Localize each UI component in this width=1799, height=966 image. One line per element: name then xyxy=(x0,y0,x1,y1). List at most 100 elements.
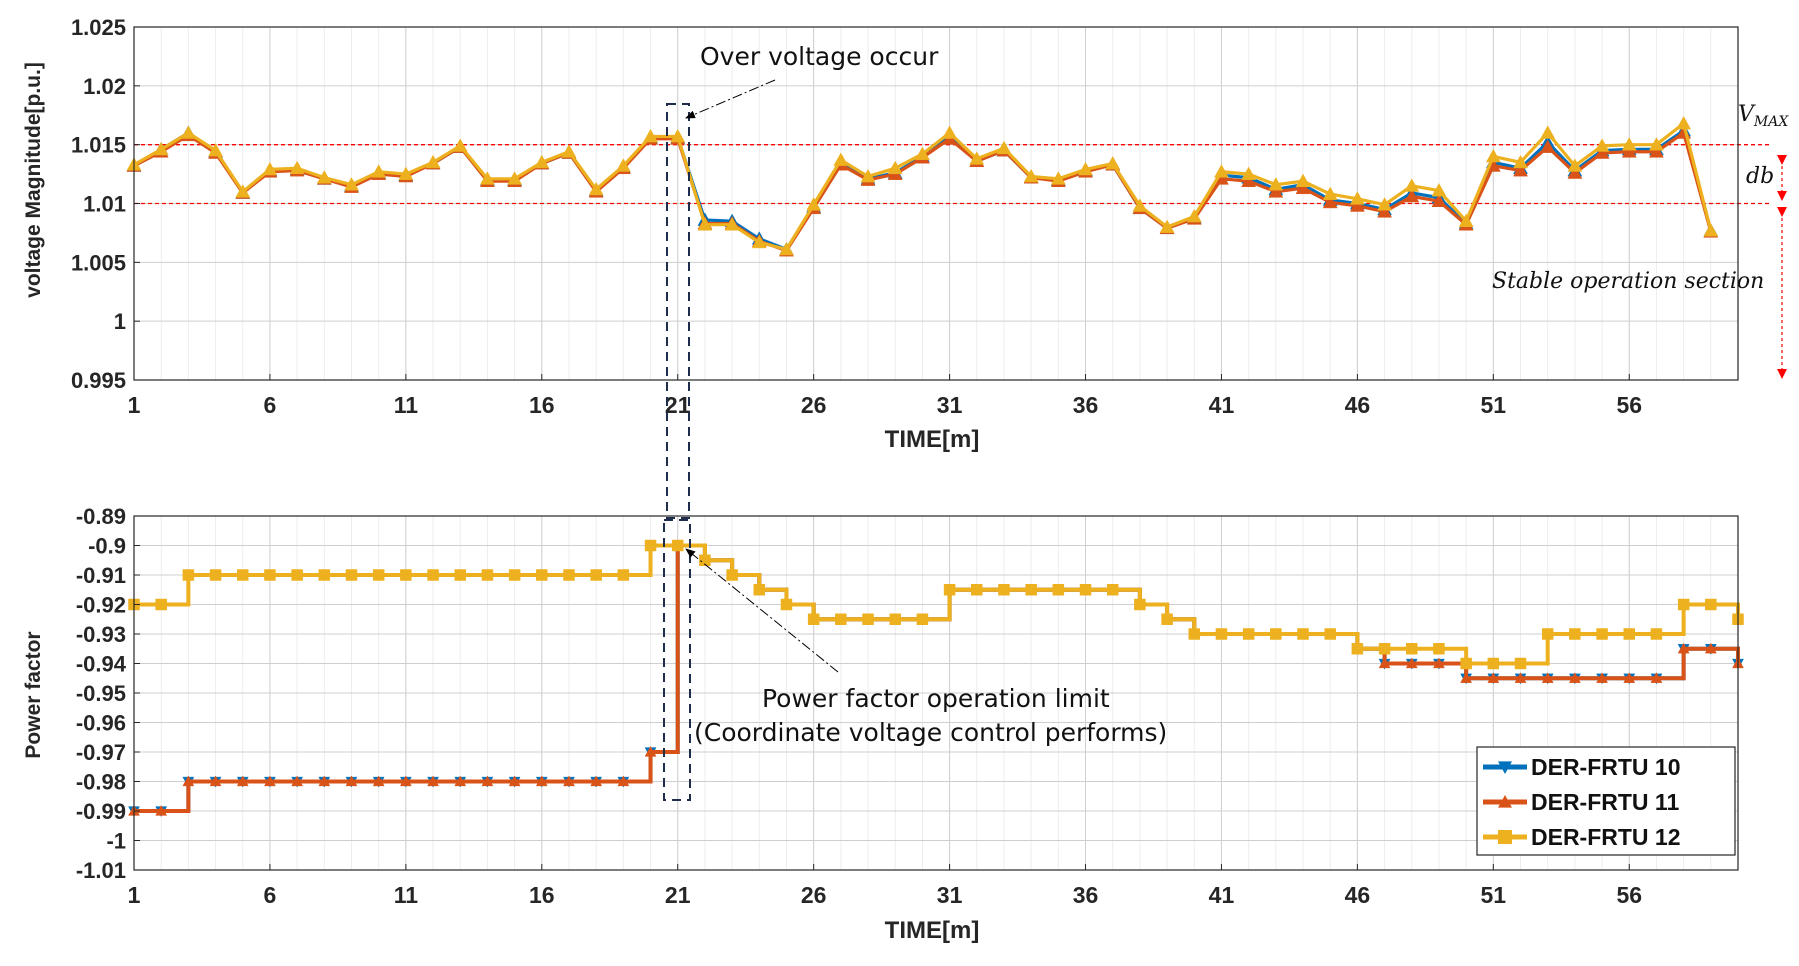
data-point xyxy=(400,569,412,581)
data-point xyxy=(1594,145,1610,159)
y-tick-label: 1.01 xyxy=(83,192,126,217)
data-point xyxy=(644,745,657,757)
y-tick-label: -1 xyxy=(106,829,126,854)
data-point xyxy=(1677,598,1690,611)
data-point xyxy=(1433,643,1445,655)
data-point xyxy=(1050,171,1066,185)
data-point xyxy=(1460,657,1472,670)
data-point xyxy=(1297,628,1309,640)
data-point xyxy=(1378,643,1391,655)
data-point xyxy=(726,569,738,581)
data-point xyxy=(670,128,686,143)
x-tick-label: 56 xyxy=(1616,882,1642,908)
data-point xyxy=(508,569,521,581)
data-point xyxy=(998,584,1010,596)
data-point xyxy=(887,160,903,175)
data-point xyxy=(399,775,412,787)
data-point xyxy=(996,140,1012,155)
data-point xyxy=(1567,158,1583,172)
y-tick-label: -0.97 xyxy=(76,740,126,765)
data-point xyxy=(1404,178,1420,192)
legend-swatch-marker xyxy=(1498,795,1512,808)
x-tick-label: 36 xyxy=(1073,882,1099,908)
data-point xyxy=(1487,657,1500,670)
series-3 xyxy=(126,115,1719,256)
data-point xyxy=(862,613,874,625)
data-point xyxy=(1677,642,1690,654)
x-tick-label: 41 xyxy=(1209,882,1235,908)
data-point xyxy=(262,161,278,176)
data-point xyxy=(155,598,167,611)
over-voltage-annotation: Over voltage occur xyxy=(700,42,939,71)
y-tick-label: 1.015 xyxy=(71,133,126,158)
data-point xyxy=(182,569,195,581)
data-point xyxy=(153,141,169,156)
data-point xyxy=(1649,144,1664,158)
x-tick-label: 46 xyxy=(1345,392,1371,418)
data-point xyxy=(264,775,276,787)
data-point xyxy=(1514,672,1527,683)
voltage-y-axis-label: voltage Magnitude[p.u.] xyxy=(22,62,45,298)
y-tick-label: -0.91 xyxy=(76,563,126,588)
data-point xyxy=(1650,628,1663,640)
y-tick-label: -0.99 xyxy=(76,799,126,824)
data-point xyxy=(617,569,630,581)
x-tick-label: 16 xyxy=(529,882,555,908)
data-point xyxy=(1485,148,1501,163)
data-point xyxy=(479,171,495,185)
data-point xyxy=(235,184,251,198)
legend-label: DER-FRTU 12 xyxy=(1531,824,1681,850)
data-point xyxy=(1623,628,1635,640)
data-point xyxy=(1405,657,1418,669)
data-point xyxy=(860,168,876,183)
data-point xyxy=(1704,642,1717,654)
pf-limit-arrow xyxy=(685,548,839,673)
y-tick-label: -0.96 xyxy=(76,711,126,736)
data-point xyxy=(1541,628,1554,640)
data-point xyxy=(1322,194,1338,209)
series-line xyxy=(134,543,1740,666)
data-point xyxy=(1568,672,1581,683)
y-tick-label: -0.94 xyxy=(76,652,127,677)
data-point xyxy=(1378,657,1391,669)
data-point xyxy=(753,584,766,596)
data-point xyxy=(914,146,930,160)
data-point xyxy=(180,125,196,139)
data-point xyxy=(699,554,711,566)
series-3 xyxy=(128,539,1744,670)
data-point xyxy=(155,804,168,816)
x-tick-label: 56 xyxy=(1616,392,1642,418)
data-point xyxy=(1295,180,1311,195)
y-tick-label: 1.02 xyxy=(83,74,126,99)
data-point xyxy=(1621,137,1637,151)
data-point xyxy=(1295,173,1311,187)
data-point xyxy=(1215,628,1228,640)
data-point xyxy=(291,775,304,787)
data-point xyxy=(590,569,602,581)
data-point xyxy=(1079,584,1092,596)
y-tick-label: -0.9 xyxy=(88,534,126,559)
data-point xyxy=(452,138,468,152)
data-point xyxy=(344,177,359,191)
data-point xyxy=(1134,598,1146,611)
power-factor-y-axis-label: Power factor xyxy=(22,631,45,758)
data-point xyxy=(289,160,305,175)
data-point xyxy=(318,569,331,581)
data-point xyxy=(208,143,223,157)
data-point xyxy=(1242,628,1255,640)
data-point xyxy=(644,539,657,552)
y-tick-label: -0.93 xyxy=(76,622,126,647)
data-point xyxy=(345,569,358,581)
data-point xyxy=(1513,163,1528,177)
data-point xyxy=(182,775,195,787)
data-point xyxy=(1025,584,1037,596)
data-point xyxy=(316,170,332,184)
data-point xyxy=(1649,137,1664,151)
voltage-x-axis-label: TIME[m] xyxy=(885,426,980,453)
data-point xyxy=(563,569,575,581)
data-point xyxy=(807,613,820,625)
vmax-label: VMAX xyxy=(1738,102,1789,130)
annotations: Over voltage occur Power factor operatio… xyxy=(663,42,1789,801)
voltage-y-ticks: 0.995 1 1.005 1.01 1.015 1.02 1.025 xyxy=(71,15,140,393)
x-tick-label: 11 xyxy=(394,392,419,418)
